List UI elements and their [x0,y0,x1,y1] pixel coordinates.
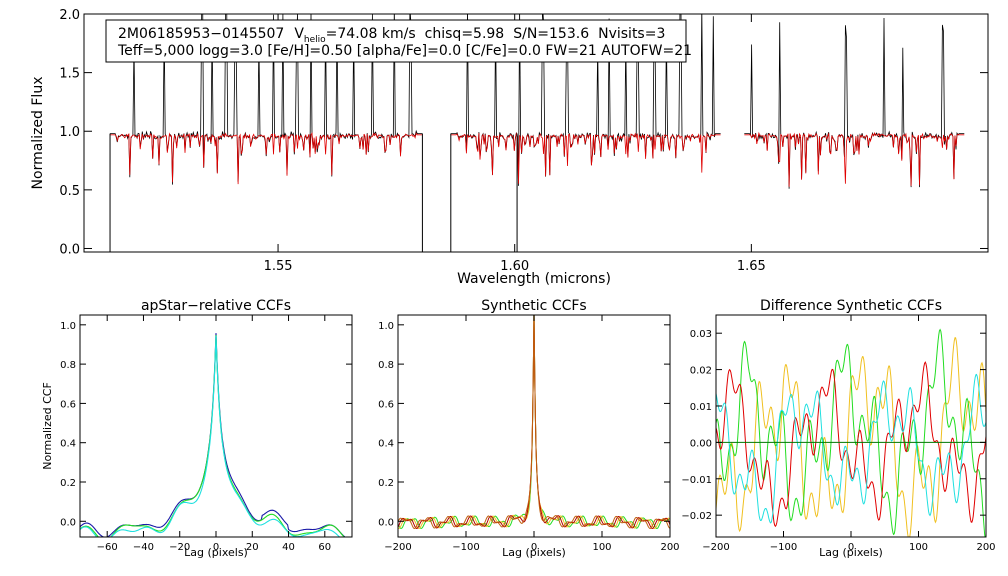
apstar-xlabel: Lag (pixels) [184,546,248,559]
ytick-label: −0.02 [681,511,712,522]
ytick-label: 0.4 [378,439,394,450]
synthetic-ccf-green [398,315,670,530]
ytick-label: 1.0 [378,321,394,332]
difference-ccf-cyan [716,373,986,524]
ytick-label: 1.5 [59,67,80,82]
nvisits-value: Nvisits=3 [598,26,665,42]
synthetic-ccf-orange [398,315,670,530]
xtick-label: 20 [246,542,259,553]
xtick-label: 60 [318,542,331,553]
difference-ccf-red [716,361,986,528]
vhelio-value: =74.08 km/s [326,26,416,42]
xtick-label: 200 [660,542,679,553]
apstar-ccf-cyan [80,335,341,537]
xtick-label: −200 [702,542,729,553]
xtick-label: −200 [384,542,411,553]
xtick-label: 0 [213,542,219,553]
ytick-label: 0.8 [60,360,76,371]
ytick-label: 1.0 [59,125,80,140]
ytick-label: 0.2 [60,478,76,489]
apstar-title: apStar−relative CCFs [141,298,291,314]
ytick-label: 0.0 [378,517,394,528]
info-box [105,19,687,63]
ytick-label: 0.2 [378,478,394,489]
xtick-label: 40 [282,542,295,553]
xtick-label: 0 [848,542,854,553]
xtick-label: 1.55 [264,259,293,274]
spectrum-panel: 1.55 1.60 1.65 0.0 0.5 1.0 1.5 2.0 2M06185953−0… [30,8,989,287]
vhelio-label: V [294,26,304,42]
ytick-label: 0.4 [60,439,76,450]
info-line-1: 2M06185953−0145507 Vhelio=74.08 km/s chisq… [118,26,665,45]
xtick-label: 1.65 [737,259,766,274]
sn-value: S/N=153.6 [513,26,589,42]
ytick-label: 0.6 [378,399,394,410]
ytick-label: 0.0 [60,517,76,528]
chisq-value: chisq=5.98 [425,26,505,42]
spectrum-ylabel: Normalized Flux [30,77,46,190]
xtick-label: 200 [976,542,995,553]
ytick-label: 2.0 [59,8,80,23]
synthetic-title: Synthetic CCFs [481,298,586,314]
xtick-label: 100 [592,542,611,553]
spectrum-frame [83,13,989,253]
difference-title: Difference Synthetic CCFs [760,298,942,314]
model-spectrum [110,131,965,187]
ytick-label: −0.01 [681,475,712,486]
vhelio-subscript: helio [304,35,326,45]
difference-frame [715,314,987,538]
ytick-label: 0.5 [59,184,80,199]
ytick-label: 0.02 [690,366,712,377]
info-line-2: Teff=5,000 logg=3.0 [Fe/H]=0.50 [alpha/F… [117,43,692,59]
apstar-ccf-green [80,334,346,537]
xtick-label: 100 [909,542,928,553]
ytick-label: 0.0 [59,242,80,257]
difference-ccf-green [716,328,986,537]
synthetic-ccf-brown [398,315,670,530]
xtick-label: 0 [531,542,537,553]
apstar-ylabel: Normalized CCF [41,382,54,470]
apstar-ccf-blue [80,333,352,537]
spectrum-xlabel: Wavelength (microns) [457,271,611,287]
ytick-label: 0.03 [690,329,712,340]
ytick-label: 1.0 [60,321,76,332]
synthetic-ccf-panel: Synthetic CCFs −200 −100 0 100 200 0.0 0.2 0.4 0… [378,298,679,559]
xtick-label: −40 [133,542,154,553]
ytick-label: 0.8 [378,360,394,371]
apstar-ccf-panel: apStar−relative CCFs −60 −40 −20 0 20 40 60 0.0… [41,298,353,559]
xtick-label: −60 [97,542,118,553]
difference-ccf-orange [716,337,986,537]
difference-xlabel: Lag (pixels) [819,546,883,559]
xtick-label: −100 [770,542,797,553]
xtick-label: 1.60 [500,259,529,274]
ytick-label: 0.00 [690,438,712,449]
ytick-label: 0.01 [690,402,712,413]
synthetic-xlabel: Lag (pixels) [502,546,566,559]
ytick-label: 0.6 [60,399,76,410]
xtick-label: −100 [452,542,479,553]
difference-ccf-panel: Difference Synthetic CCFs −200 −100 0 100 20… [681,298,995,559]
xtick-label: −20 [169,542,190,553]
star-name: 2M06185953−0145507 [118,26,284,42]
